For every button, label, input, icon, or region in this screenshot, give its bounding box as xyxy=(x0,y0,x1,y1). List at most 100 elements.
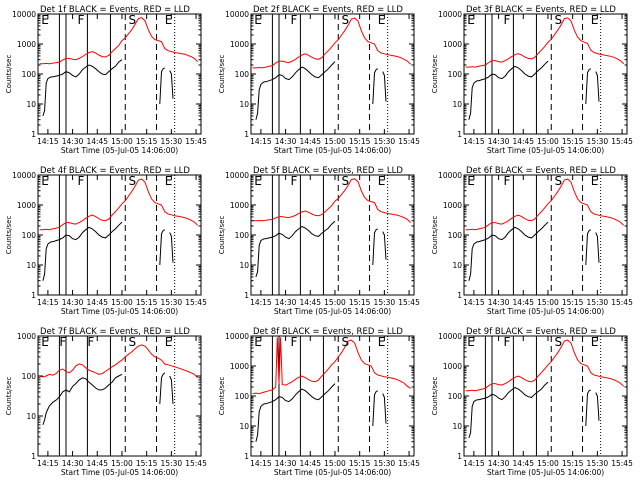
series-line-events xyxy=(255,383,336,442)
x-tick-label: 15:15 xyxy=(136,137,158,146)
x-tick-label: 15:00 xyxy=(537,298,559,307)
x-tick-label: 15:45 xyxy=(185,459,207,468)
series-line-events xyxy=(585,68,592,105)
x-tick-label: 14:45 xyxy=(299,298,321,307)
phase-letter: S xyxy=(555,174,563,188)
x-tick-label: 15:00 xyxy=(537,459,559,468)
phase-letter: E xyxy=(467,174,475,188)
phase-letter: E xyxy=(591,174,599,188)
y-tick-label: 100 xyxy=(448,231,463,240)
y-tick-label: 10000 xyxy=(438,10,462,19)
y-tick-label: 100 xyxy=(235,70,250,79)
y-tick-label: 10 xyxy=(26,261,36,270)
series-line-events xyxy=(468,381,549,439)
y-tick-label: 1000 xyxy=(230,362,249,371)
y-tick-label: 10000 xyxy=(438,171,462,180)
x-tick-label: 14:15 xyxy=(250,459,272,468)
phase-letter: E xyxy=(591,13,599,27)
series-group xyxy=(39,344,199,426)
series-line-events xyxy=(468,60,549,120)
x-tick-label: 14:45 xyxy=(512,298,534,307)
x-tick-label: 14:30 xyxy=(62,298,84,307)
y-tick-label: 100 xyxy=(22,231,37,240)
phase-letter: S xyxy=(129,174,137,188)
chart-title: Det 2f BLACK = Events, RED = LLD xyxy=(253,5,403,15)
series-line-events xyxy=(159,372,166,405)
phase-letter: F xyxy=(87,335,94,349)
phase-letter: F xyxy=(504,13,511,27)
plot-frame xyxy=(37,174,202,296)
y-tick-label: 100 xyxy=(448,70,463,79)
y-tick-label: 100 xyxy=(22,70,37,79)
y-tick-label: 10000 xyxy=(225,171,249,180)
series-line-events xyxy=(372,390,379,427)
phase-letter: S xyxy=(342,13,350,27)
y-tick-label: 10 xyxy=(26,100,36,109)
phase-lines xyxy=(271,14,389,134)
x-tick-label: 14:15 xyxy=(250,137,272,146)
x-tick-label: 15:00 xyxy=(111,137,133,146)
series-group xyxy=(252,178,412,278)
series-line-events xyxy=(169,70,174,99)
x-tick-label: 14:30 xyxy=(488,137,510,146)
series-line-events xyxy=(382,71,387,102)
x-tick-label: 15:15 xyxy=(562,459,584,468)
x-axis-label: Start Time (05-Jul-05 14:06:00) xyxy=(61,468,178,477)
phase-letter: E xyxy=(41,174,49,188)
y-tick-label: 10000 xyxy=(438,332,462,341)
x-tick-label: 15:30 xyxy=(161,298,183,307)
x-tick-label: 14:30 xyxy=(62,137,84,146)
x-tick-label: 15:45 xyxy=(185,298,207,307)
y-tick-label: 1000 xyxy=(17,201,36,210)
y-tick-label: 10 xyxy=(452,422,462,431)
phase-lines xyxy=(58,336,176,456)
series-line-lld xyxy=(252,17,412,69)
plot-frame xyxy=(250,335,415,457)
phase-lines xyxy=(484,14,602,134)
phase-letter: E xyxy=(165,174,173,188)
phase-lines xyxy=(58,175,176,295)
x-tick-label: 15:45 xyxy=(398,298,420,307)
x-tick-label: 15:45 xyxy=(185,137,207,146)
phase-letter: E xyxy=(254,13,262,27)
x-tick-label: 14:45 xyxy=(86,137,108,146)
y-tick-label: 1000 xyxy=(17,332,36,341)
y-tick-label: 1 xyxy=(457,452,462,461)
phase-letter: F xyxy=(504,174,511,188)
series-line-events xyxy=(169,375,174,405)
y-tick-label: 1 xyxy=(244,130,249,139)
x-tick-label: 15:30 xyxy=(587,459,609,468)
chart-title: Det 4f BLACK = Events, RED = LLD xyxy=(40,166,190,176)
phase-letter: S xyxy=(555,335,563,349)
phase-letter: F xyxy=(291,13,298,27)
y-tick-label: 1000 xyxy=(17,40,36,49)
series-group xyxy=(465,178,625,281)
x-tick-label: 14:45 xyxy=(86,459,108,468)
chart-title: Det 1f BLACK = Events, RED = LLD xyxy=(40,5,190,15)
y-axis-label: Counts/sec xyxy=(5,377,13,416)
x-tick-label: 15:30 xyxy=(374,459,396,468)
phase-letter: E xyxy=(467,335,475,349)
x-tick-label: 14:15 xyxy=(37,137,59,146)
series-line-events xyxy=(382,393,387,424)
series-line-events xyxy=(255,220,336,278)
y-tick-label: 1 xyxy=(457,291,462,300)
x-tick-label: 15:00 xyxy=(111,298,133,307)
x-tick-label: 14:45 xyxy=(86,298,108,307)
series-group xyxy=(465,339,625,439)
x-tick-label: 15:45 xyxy=(398,137,420,146)
phase-letter: E xyxy=(591,335,599,349)
y-tick-label: 1000 xyxy=(230,201,249,210)
x-tick-label: 14:30 xyxy=(488,298,510,307)
y-tick-label: 10 xyxy=(239,100,249,109)
x-axis-label: Start Time (05-Jul-05 14:06:00) xyxy=(61,146,178,155)
x-tick-label: 15:15 xyxy=(136,459,158,468)
phase-letter: E xyxy=(165,335,173,349)
y-tick-label: 10000 xyxy=(12,171,36,180)
plot-frame xyxy=(463,335,628,457)
phase-letter: F xyxy=(78,174,85,188)
